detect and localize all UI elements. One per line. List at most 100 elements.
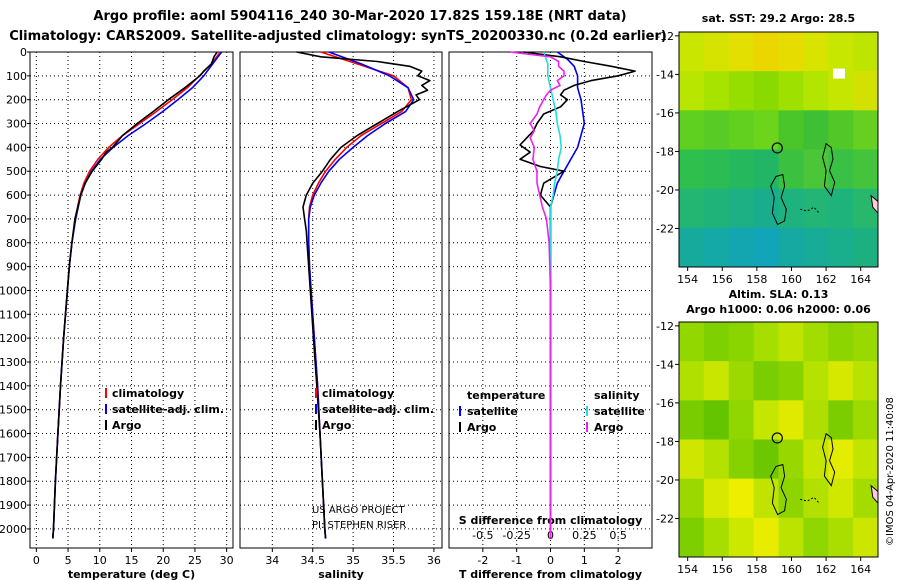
pi-credit: PI: STEPHEN RISER xyxy=(312,520,406,531)
sla-cell xyxy=(853,400,879,440)
x-tick-label: 34.5 xyxy=(300,554,325,567)
sst-cell xyxy=(728,71,755,111)
sst-cell xyxy=(753,149,779,190)
y-tick-label: 1400 xyxy=(0,380,27,393)
legend-label: Argo xyxy=(112,419,142,432)
y-tick-label: 0 xyxy=(20,46,27,59)
sst-cell xyxy=(728,110,755,150)
sla-cell xyxy=(853,517,879,558)
sst-cell xyxy=(703,110,730,150)
sst-cell xyxy=(703,71,730,111)
x-tick-label: 30 xyxy=(220,554,234,567)
sst-cell xyxy=(753,71,779,111)
sla-cell xyxy=(679,478,705,519)
lat-tick-label: -20 xyxy=(656,474,674,487)
lat-tick-label: -16 xyxy=(656,397,674,410)
lat-tick-label: -18 xyxy=(656,145,674,158)
sla-cell xyxy=(828,322,854,362)
reef-outline xyxy=(770,173,787,226)
lon-tick-label: 162 xyxy=(816,563,837,576)
sst-cell xyxy=(803,71,829,111)
y-tick-label: 1800 xyxy=(0,475,27,488)
x-tick-label: 5 xyxy=(65,554,72,567)
x-tick-label: 10 xyxy=(93,554,107,567)
sst-cell xyxy=(828,188,854,229)
y-tick-label: 300 xyxy=(6,118,27,131)
y-tick-label: 400 xyxy=(6,141,27,154)
sst-cell xyxy=(803,188,829,229)
sst-cell xyxy=(853,71,879,111)
lat-tick-label: -22 xyxy=(656,222,674,235)
lat-tick-label: -12 xyxy=(656,320,674,333)
sst-cell xyxy=(753,188,779,229)
y-tick-label: 700 xyxy=(6,213,27,226)
project-credit: US ARGO PROJECT xyxy=(312,505,406,516)
y-tick-label: 1100 xyxy=(0,308,27,321)
y-tick-label: 600 xyxy=(6,189,27,202)
sst-cell xyxy=(753,32,779,72)
sla-cell xyxy=(753,478,779,519)
sla-cell xyxy=(853,361,879,401)
lat-tick-label: -22 xyxy=(656,512,674,525)
legend-swatch xyxy=(315,420,317,430)
sst-cell xyxy=(828,110,854,150)
series-line-argo xyxy=(52,51,218,539)
salinity-panel: 34 34.5 35 35.5 36 salinity climatology satelli… xyxy=(239,51,443,580)
y-tick-label: 1200 xyxy=(0,332,27,345)
x-tick-label: 0 xyxy=(547,554,554,567)
lon-tick-label: 164 xyxy=(850,273,871,286)
sst-cell xyxy=(853,110,879,150)
legend-label: satellite-adj. clim. xyxy=(112,403,224,416)
lon-tick-label: 154 xyxy=(677,273,698,286)
sst-cell xyxy=(828,32,854,72)
map-title: Altim. SLA: 0.13 xyxy=(729,288,829,301)
imos-credit: ©IMOS 04-Apr-2020 11:40:08 xyxy=(885,397,896,546)
s-tick-label: -0.5 xyxy=(472,529,493,542)
x-axis-label: temperature (deg C) xyxy=(68,568,195,580)
x-axis-label: T difference from climatology xyxy=(459,568,642,580)
sst-cell xyxy=(703,32,730,72)
legend-swatch xyxy=(586,406,588,416)
sla-cell xyxy=(703,400,730,440)
sla-map: -12 -14 -16 -18 -20 -22 154 156 158 160 162 164 Alti… xyxy=(656,288,879,576)
sla-cell xyxy=(828,361,854,401)
x-tick-label: 34 xyxy=(265,554,279,567)
sla-cell xyxy=(803,322,829,362)
map-title: sat. SST: 29.2 Argo: 28.5 xyxy=(702,12,855,25)
missing-data-patch xyxy=(833,68,846,79)
legend-sal-heading: salinity xyxy=(594,389,640,402)
sst-cell xyxy=(778,71,804,111)
y-tick-label: 100 xyxy=(6,70,27,83)
sla-cell xyxy=(828,400,854,440)
sla-cell xyxy=(853,439,879,480)
reef-outline xyxy=(822,142,836,197)
temperature-panel: 0100200300400500600700800900100011001200… xyxy=(0,46,234,580)
sst-cell xyxy=(679,32,705,72)
sla-cell xyxy=(703,517,730,558)
x-axis-label: salinity xyxy=(318,568,364,580)
sla-cell xyxy=(679,361,705,401)
sla-cell xyxy=(728,478,755,519)
legend-label: climatology xyxy=(112,387,184,400)
y-tick-label: 800 xyxy=(6,237,27,250)
x-tick-label: 0 xyxy=(33,554,40,567)
sla-cell xyxy=(703,439,730,480)
sla-cell xyxy=(679,517,705,558)
sla-cell xyxy=(679,439,705,480)
profile-location-marker xyxy=(771,432,783,444)
sla-cell xyxy=(803,478,829,519)
legend-label: Argo xyxy=(467,421,497,434)
y-tick-label: 1600 xyxy=(0,428,27,441)
sla-cell xyxy=(728,439,755,480)
sst-cell xyxy=(679,227,705,268)
x-tick-label: -2 xyxy=(477,554,488,567)
sla-cell xyxy=(728,361,755,401)
sst-cell xyxy=(679,149,705,190)
sst-cell xyxy=(778,32,804,72)
x-tick-label: 1 xyxy=(581,554,588,567)
sla-cell xyxy=(703,478,730,519)
reef-outline xyxy=(770,463,787,516)
lon-tick-label: 160 xyxy=(781,273,802,286)
lat-tick-label: -16 xyxy=(656,107,674,120)
sla-cell xyxy=(753,361,779,401)
